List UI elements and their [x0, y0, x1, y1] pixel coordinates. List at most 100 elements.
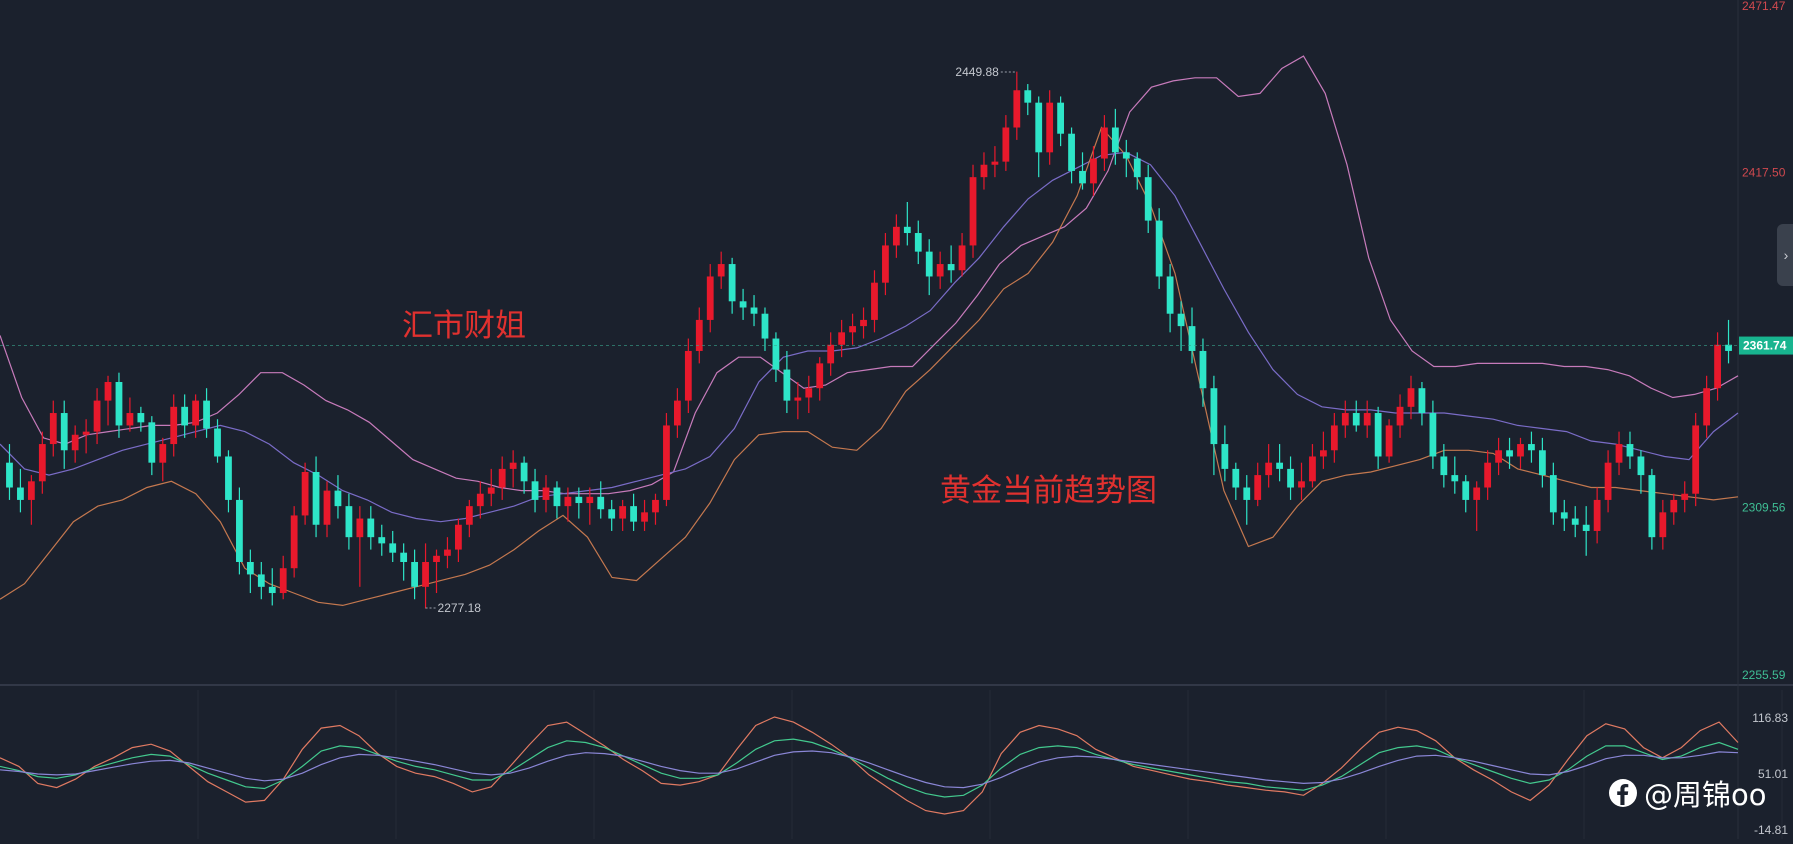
candle-body — [597, 496, 605, 510]
candle — [246, 549, 254, 594]
collapse-panel-button[interactable]: › — [1777, 224, 1793, 286]
candle-body — [1090, 158, 1097, 184]
candle — [520, 456, 528, 494]
candle — [1177, 301, 1185, 351]
candle — [301, 462, 309, 525]
candle — [914, 220, 922, 265]
oscillator-tick-label: 51.01 — [1758, 767, 1788, 781]
candle-body — [1166, 276, 1174, 314]
candle-body — [1320, 450, 1327, 457]
candle-body — [159, 444, 167, 463]
candle-body — [969, 177, 977, 246]
middle-band-line — [0, 151, 1739, 523]
candle — [1341, 400, 1349, 438]
candle — [1725, 319, 1732, 364]
candle — [597, 481, 605, 519]
candle-body — [1571, 518, 1579, 525]
candle-body — [1506, 450, 1513, 457]
candle-body — [1330, 425, 1338, 451]
candle — [38, 431, 46, 494]
candle — [684, 338, 692, 414]
candle-body — [684, 350, 692, 401]
candle — [1407, 375, 1415, 420]
candle — [1155, 208, 1163, 289]
candle-body — [203, 400, 210, 429]
candle — [137, 406, 145, 432]
candle-body — [849, 326, 856, 333]
candle-body — [914, 233, 922, 252]
upper-band-line — [0, 55, 1739, 495]
candle-body — [1484, 462, 1492, 488]
candle — [444, 537, 451, 569]
candle — [871, 270, 878, 333]
candle-body — [400, 552, 408, 562]
candle — [411, 549, 418, 600]
candle-body — [1637, 456, 1645, 476]
candle — [717, 251, 725, 289]
candle — [1659, 499, 1667, 550]
chart-caption: 黄金当前趋势图 — [940, 473, 1157, 509]
candle — [487, 468, 495, 507]
candle-body — [1111, 127, 1119, 153]
candle — [630, 493, 637, 531]
candle — [827, 332, 835, 376]
candle — [947, 245, 955, 283]
candle — [476, 481, 484, 519]
candle — [433, 549, 440, 594]
candle-body — [991, 161, 999, 165]
candle — [1210, 375, 1218, 476]
candle-body — [1604, 462, 1612, 500]
candle — [225, 450, 232, 513]
candle — [958, 233, 966, 277]
candle — [1352, 400, 1360, 432]
candle-body — [345, 506, 353, 538]
oscillator-line-3 — [0, 750, 1739, 789]
candle-body — [1363, 413, 1371, 426]
candle-body — [1648, 475, 1656, 538]
candle — [422, 543, 429, 609]
candle — [553, 481, 561, 519]
price-tick-label: 2471.47 — [1742, 0, 1786, 13]
candle-body — [82, 431, 90, 435]
candle-body — [1560, 512, 1568, 519]
candle — [586, 487, 594, 525]
candle — [389, 530, 397, 562]
candle — [367, 506, 375, 550]
candle — [805, 375, 813, 414]
candle — [1265, 444, 1273, 488]
candle-body — [1407, 388, 1415, 407]
oscillator-line-2 — [0, 738, 1739, 798]
candle — [378, 524, 386, 556]
candle — [750, 295, 758, 327]
candle-body — [838, 332, 846, 345]
candle — [1232, 462, 1240, 500]
candle-body — [1133, 158, 1141, 178]
candle-body — [958, 245, 966, 271]
candle — [1571, 506, 1579, 538]
candle-body — [728, 264, 736, 302]
candle — [531, 468, 539, 513]
candle — [652, 493, 659, 525]
candle — [1330, 413, 1338, 463]
candle — [1626, 431, 1634, 469]
candle — [334, 475, 342, 519]
candle-body — [1188, 326, 1196, 351]
candle-body — [1681, 493, 1689, 500]
candle — [1637, 450, 1645, 494]
candle — [608, 499, 616, 531]
candle-body — [1385, 425, 1393, 457]
candle-body — [717, 264, 725, 277]
candle — [465, 499, 473, 538]
candle-body — [126, 413, 134, 426]
candle — [969, 164, 977, 258]
candle — [1013, 71, 1021, 140]
candle-body — [1593, 499, 1601, 531]
price-axis: 2471.47 2417.50 2309.56 2255.59 116.83 51.01 -… — [1742, 0, 1788, 837]
brand-label: 汇市财姐 — [402, 308, 526, 344]
candle — [1692, 413, 1700, 507]
candle — [1298, 462, 1305, 500]
candle-body — [586, 496, 594, 504]
candle — [71, 425, 79, 463]
candle-body — [455, 524, 462, 550]
